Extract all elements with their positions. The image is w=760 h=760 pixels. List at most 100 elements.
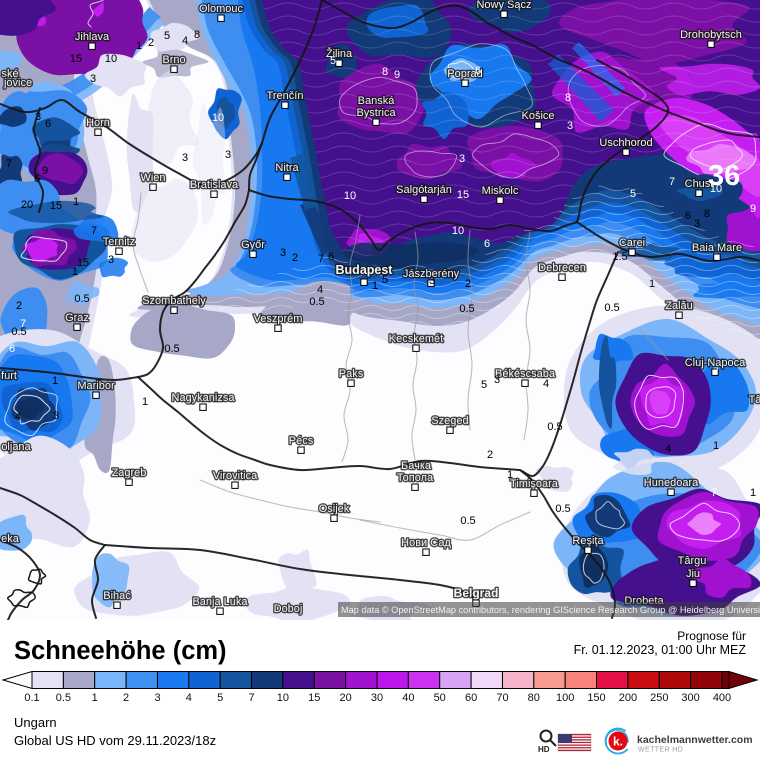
svg-text:250: 250 <box>650 692 668 704</box>
svg-text:Bratislava: Bratislava <box>190 179 239 191</box>
svg-text:Wien: Wien <box>140 172 165 184</box>
svg-text:Paks: Paks <box>339 368 364 380</box>
svg-text:6: 6 <box>475 65 481 77</box>
svg-text:Prognose für: Prognose für <box>677 629 746 643</box>
svg-text:2: 2 <box>292 252 298 264</box>
svg-text:HD: HD <box>538 745 550 754</box>
svg-text:36: 36 <box>708 160 740 192</box>
svg-text:3: 3 <box>225 149 231 161</box>
svg-text:8: 8 <box>194 29 200 41</box>
svg-text:jovice: jovice <box>3 77 32 89</box>
svg-text:Kecskemét: Kecskemét <box>389 333 443 345</box>
svg-text:7: 7 <box>318 253 324 265</box>
svg-text:10: 10 <box>212 112 224 124</box>
svg-text:Pécs: Pécs <box>289 435 314 447</box>
svg-text:7: 7 <box>91 225 97 237</box>
svg-text:Veszprém: Veszprém <box>254 313 303 325</box>
svg-text:4: 4 <box>665 443 671 455</box>
svg-text:60: 60 <box>465 692 477 704</box>
svg-text:2: 2 <box>148 37 154 49</box>
svg-text:5: 5 <box>164 30 170 42</box>
svg-text:Hunedoara: Hunedoara <box>644 477 699 489</box>
svg-text:6: 6 <box>45 118 51 130</box>
svg-text:kachelmannwetter.com: kachelmannwetter.com <box>637 734 753 746</box>
svg-text:Timişoara: Timişoara <box>510 478 559 490</box>
svg-text:0.5: 0.5 <box>11 326 26 338</box>
svg-text:Nitra: Nitra <box>275 162 299 174</box>
svg-text:200: 200 <box>619 692 637 704</box>
svg-text:Zagreb: Zagreb <box>112 467 147 479</box>
svg-text:20: 20 <box>339 692 351 704</box>
svg-text:Belgrad: Belgrad <box>454 586 499 600</box>
svg-text:2: 2 <box>123 692 129 704</box>
svg-text:20: 20 <box>21 199 33 211</box>
svg-text:k.: k. <box>613 735 623 749</box>
svg-text:Bystrica: Bystrica <box>356 107 396 119</box>
svg-text:Olomouc: Olomouc <box>199 3 244 15</box>
svg-text:0.5: 0.5 <box>604 302 619 314</box>
svg-text:Uschhorod: Uschhorod <box>599 137 652 149</box>
svg-text:3: 3 <box>567 120 573 132</box>
svg-text:Graz: Graz <box>65 312 89 324</box>
svg-text:70: 70 <box>496 692 508 704</box>
svg-text:Baia Mare: Baia Mare <box>692 242 742 254</box>
svg-text:Târgu: Târgu <box>678 555 707 567</box>
svg-text:3: 3 <box>459 153 465 165</box>
svg-text:Топола: Топола <box>397 472 434 484</box>
svg-text:Drohobytsch: Drohobytsch <box>680 29 742 41</box>
svg-text:Fr. 01.12.2023, 01:00 Uhr MEZ: Fr. 01.12.2023, 01:00 Uhr MEZ <box>574 643 747 657</box>
svg-text:ské: ské <box>1 68 18 80</box>
svg-text:Zalău: Zalău <box>665 300 693 312</box>
svg-text:Nowy Sącz: Nowy Sącz <box>476 0 531 11</box>
svg-text:5: 5 <box>382 274 388 286</box>
svg-text:15: 15 <box>50 200 62 212</box>
svg-text:Maribor: Maribor <box>77 380 115 392</box>
svg-text:9: 9 <box>42 165 48 177</box>
svg-text:2: 2 <box>487 449 493 461</box>
svg-text:Szombathely: Szombathely <box>142 295 206 307</box>
svg-text:4: 4 <box>186 692 192 704</box>
svg-text:300: 300 <box>681 692 699 704</box>
svg-text:8: 8 <box>565 92 571 104</box>
svg-text:Map data © OpenStreetMap contr: Map data © OpenStreetMap contributors, r… <box>341 605 760 615</box>
svg-text:15: 15 <box>457 189 469 201</box>
svg-text:30: 30 <box>371 692 383 704</box>
svg-text:0.5: 0.5 <box>460 515 475 527</box>
svg-text:Košice: Košice <box>521 110 554 122</box>
svg-text:6: 6 <box>484 238 490 250</box>
svg-text:5: 5 <box>217 692 223 704</box>
svg-text:Tâ: Tâ <box>749 394 760 406</box>
svg-text:Banská: Banská <box>358 95 396 107</box>
svg-text:Global US HD vom 29.11.2023/1: Global US HD vom 29.11.2023/18z <box>14 733 216 748</box>
svg-text:50: 50 <box>434 692 446 704</box>
svg-text:Doboj: Doboj <box>274 603 303 615</box>
svg-text:Trenčín: Trenčín <box>267 90 304 102</box>
svg-text:1: 1 <box>649 278 655 290</box>
svg-text:1: 1 <box>73 196 79 208</box>
svg-text:Schneehöhe (cm): Schneehöhe (cm) <box>14 637 227 665</box>
svg-text:1: 1 <box>72 266 78 278</box>
svg-text:Нови Сад: Нови Сад <box>401 537 451 549</box>
svg-text:7: 7 <box>248 692 254 704</box>
svg-text:10: 10 <box>105 53 117 65</box>
svg-text:4: 4 <box>317 284 323 296</box>
svg-text:Bihać: Bihać <box>103 590 131 602</box>
svg-text:80: 80 <box>528 692 540 704</box>
svg-text:0.1: 0.1 <box>24 692 39 704</box>
svg-text:1: 1 <box>750 487 756 499</box>
svg-text:15: 15 <box>70 53 82 65</box>
svg-text:3: 3 <box>280 247 286 259</box>
svg-text:1: 1 <box>713 440 719 452</box>
svg-text:Jászberény: Jászberény <box>403 268 460 280</box>
svg-text:1: 1 <box>92 692 98 704</box>
svg-text:Jihlava: Jihlava <box>75 31 110 43</box>
svg-text:3: 3 <box>90 73 96 85</box>
svg-text:9: 9 <box>394 69 400 81</box>
svg-text:Budapest: Budapest <box>336 263 394 277</box>
svg-text:Salgótarján: Salgótarján <box>396 184 452 196</box>
svg-text:furt: furt <box>1 370 17 382</box>
svg-text:Poprad: Poprad <box>447 68 482 80</box>
svg-text:Carei: Carei <box>619 237 645 249</box>
svg-text:Békéscsaba: Békéscsaba <box>495 368 556 380</box>
svg-text:7: 7 <box>669 176 675 188</box>
